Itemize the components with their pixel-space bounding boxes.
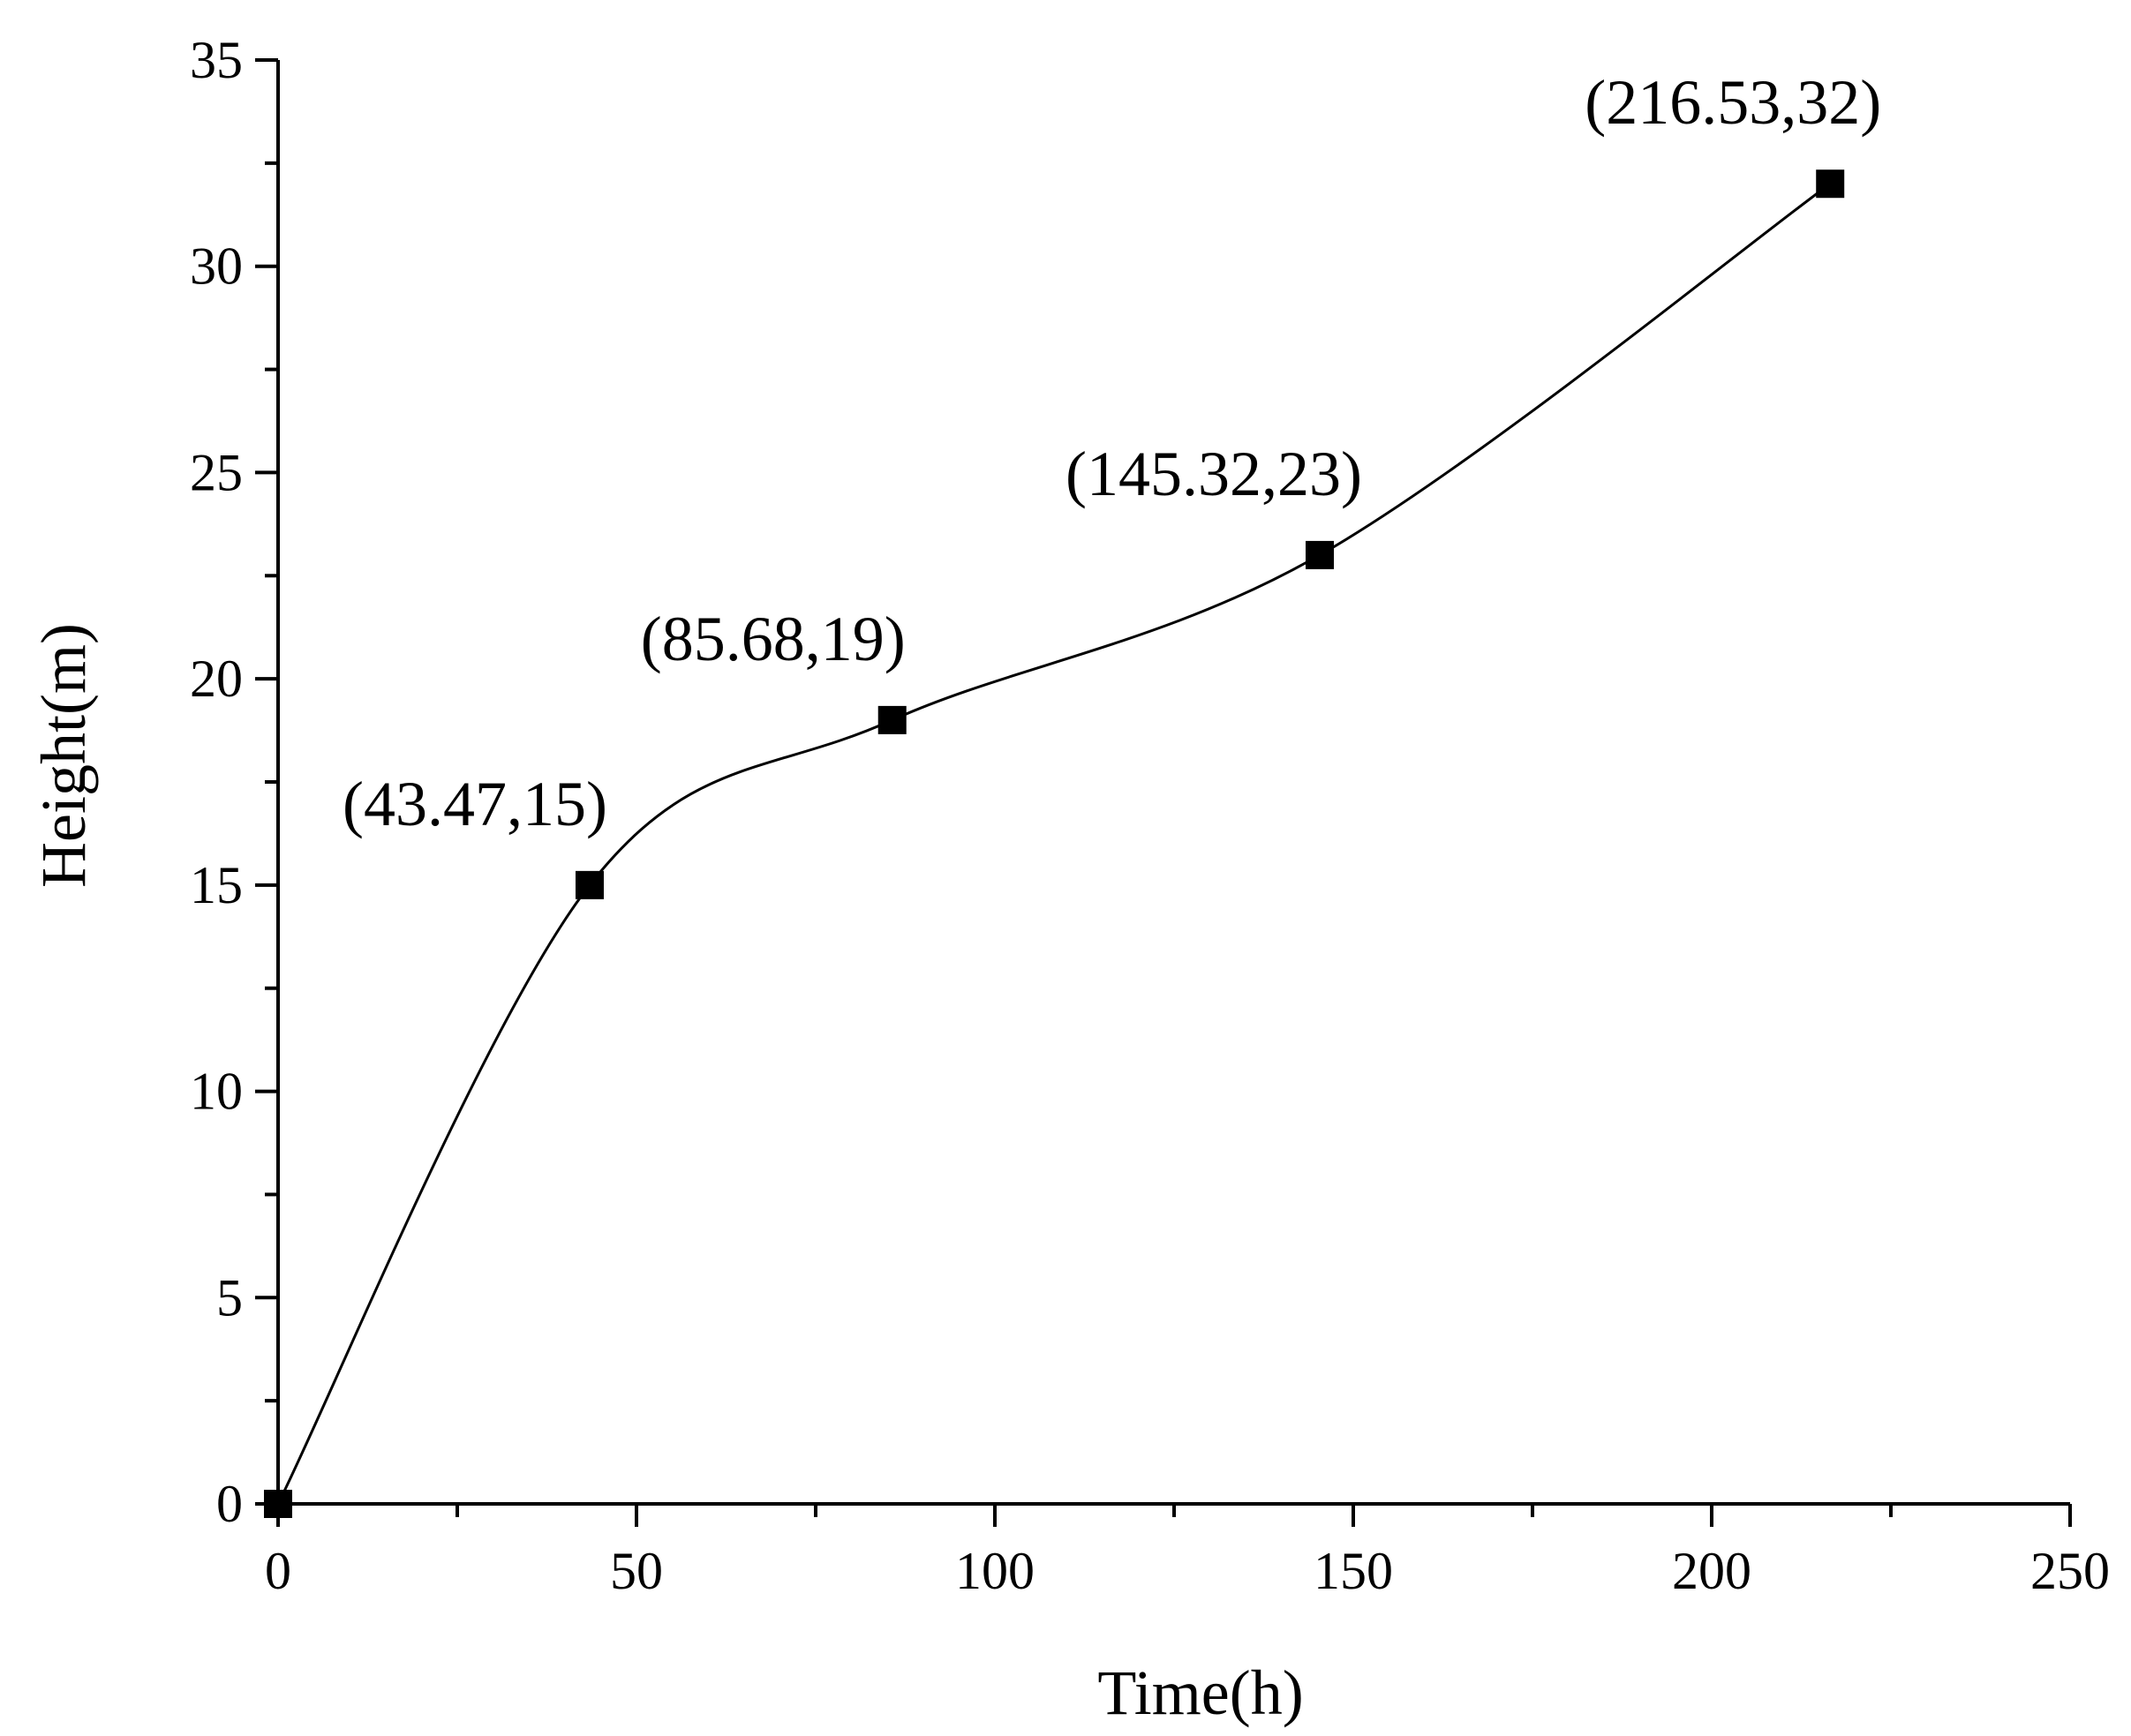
y-tick-label: 15: [190, 856, 243, 914]
y-axis-title: Height(m): [28, 623, 99, 888]
series: [264, 169, 1845, 1518]
y-tick-label: 20: [190, 650, 243, 708]
y-tick-label: 10: [190, 1063, 243, 1121]
annotations: (43.47,15) (85.68,19) (145.32,23) (216.53,3…: [343, 67, 1881, 839]
tick-labels: 0 50 100 150 200 250 0 5 10 15 20 25 30 35: [190, 31, 2110, 1600]
y-tick-label: 30: [190, 237, 243, 296]
x-tick-label: 50: [610, 1542, 663, 1600]
data-point-marker: [1816, 169, 1845, 199]
x-tick-label: 250: [2030, 1542, 2110, 1600]
series-line: [276, 183, 1832, 1505]
data-point-marker: [1305, 540, 1334, 569]
data-label: (216.53,32): [1585, 67, 1881, 138]
x-tick-label: 0: [265, 1542, 291, 1600]
y-tick-label: 5: [216, 1268, 243, 1326]
data-label: (85.68,19): [641, 604, 906, 674]
y-tick-label: 35: [190, 31, 243, 89]
x-axis-title: Time(h): [1097, 1657, 1303, 1728]
x-tick-label: 150: [1314, 1542, 1393, 1600]
data-point-marker: [264, 1490, 292, 1518]
x-tick-label: 100: [955, 1542, 1035, 1600]
data-point-marker: [575, 870, 604, 899]
data-point-marker: [877, 705, 907, 734]
data-label: (145.32,23): [1066, 439, 1362, 509]
y-tick-label: 25: [190, 443, 243, 501]
x-tick-label: 200: [1672, 1542, 1751, 1600]
y-tick-label: 0: [216, 1475, 243, 1533]
data-label: (43.47,15): [343, 769, 607, 839]
